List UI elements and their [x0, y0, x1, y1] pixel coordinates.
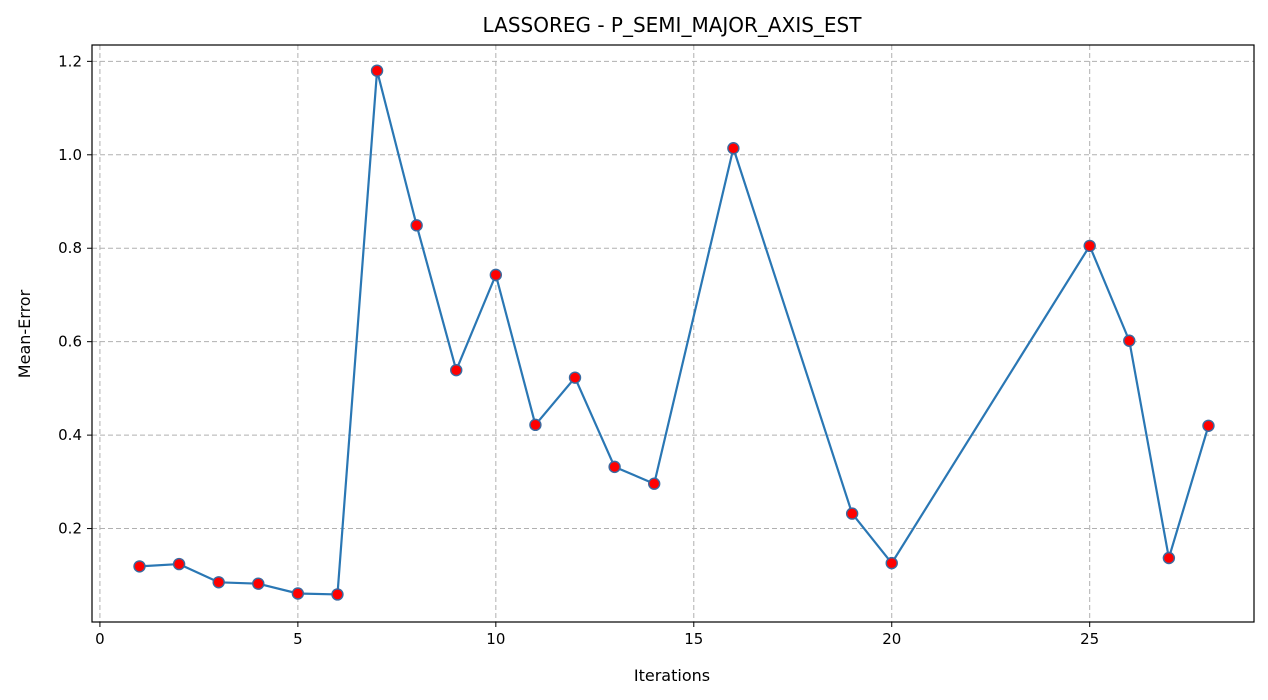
- data-point: [568, 371, 582, 384]
- x-tick-label: 20: [882, 630, 901, 648]
- data-point: [450, 363, 463, 377]
- data-point: [608, 460, 621, 474]
- series-layer: [133, 64, 1215, 601]
- data-point: [212, 576, 225, 589]
- data-point: [1123, 334, 1136, 347]
- data-point: [885, 556, 898, 570]
- y-axis-label: Mean-Error: [15, 289, 34, 378]
- tick-layer: 0 5 10 15 20 25 0.2 0.4 0.6 0.8 1.0 1.2: [58, 52, 1099, 648]
- data-point: [133, 560, 146, 573]
- series-line: [139, 69, 1210, 596]
- data-point: [252, 577, 265, 590]
- data-point: [845, 507, 859, 520]
- x-tick-label: 15: [684, 630, 703, 648]
- data-point: [331, 588, 344, 601]
- data-point: [727, 142, 740, 155]
- data-point: [291, 587, 305, 600]
- data-point: [410, 219, 423, 232]
- data-point: [489, 268, 503, 282]
- y-tick-label: 1.2: [58, 52, 82, 70]
- x-tick-label: 5: [293, 630, 303, 648]
- data-point: [172, 557, 186, 571]
- chart-title: LASSOREG - P_SEMI_MAJOR_AXIS_EST: [483, 13, 863, 37]
- data-point: [1083, 239, 1096, 253]
- y-tick-label: 0.8: [58, 239, 82, 257]
- x-tick-label: 25: [1080, 630, 1099, 648]
- x-tick-label: 10: [486, 630, 505, 648]
- plot-frame: [91, 44, 1255, 623]
- y-tick-label: 0.2: [58, 520, 82, 538]
- x-tick-label: 0: [95, 630, 105, 648]
- y-tick-label: 0.4: [58, 426, 82, 444]
- data-point: [647, 477, 661, 490]
- data-point: [1162, 551, 1176, 565]
- y-tick-label: 1.0: [58, 146, 82, 164]
- grid-layer: [92, 45, 1254, 622]
- y-tick-label: 0.6: [58, 333, 82, 351]
- data-point: [1202, 419, 1215, 432]
- x-axis-label: Iterations: [634, 666, 710, 685]
- data-point: [529, 418, 542, 432]
- data-point: [370, 64, 384, 77]
